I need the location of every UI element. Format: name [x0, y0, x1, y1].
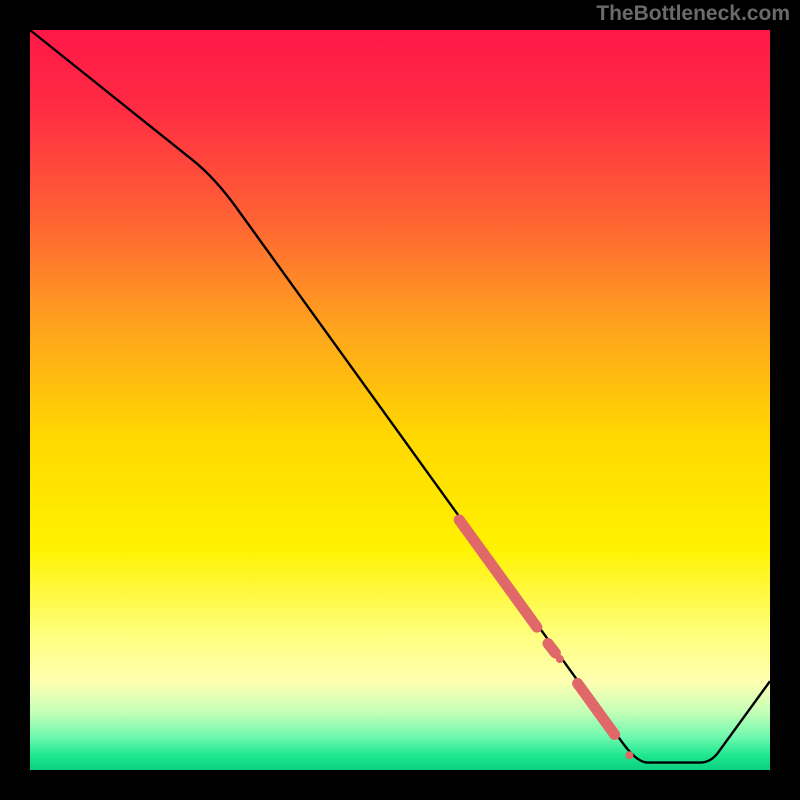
marker-dot: [625, 751, 633, 759]
marker-cluster: [548, 643, 555, 653]
watermark-text: TheBottleneck.com: [596, 2, 790, 26]
bottleneck-chart: [0, 0, 800, 800]
marker-dot: [556, 655, 564, 663]
heatmap-background: [30, 30, 770, 770]
chart-outer-frame: TheBottleneck.com: [0, 0, 800, 800]
